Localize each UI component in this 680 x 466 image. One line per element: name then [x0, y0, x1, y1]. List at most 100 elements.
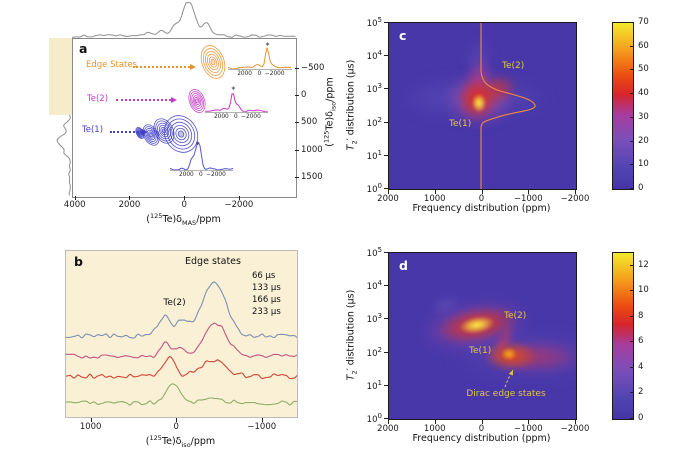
log-tick-base: 10 [366, 118, 378, 129]
heatmap-x-tick: 2000 [377, 194, 399, 204]
panel-b-label: b [74, 254, 83, 269]
xlabel-part: ( [145, 436, 150, 448]
log-tick-base: 10 [366, 85, 378, 96]
xlabel-sub: iso [181, 441, 191, 450]
axis-tick-mark [384, 252, 388, 253]
peak-marker: ∗ [195, 140, 201, 147]
heatmap-x-tick: 2000 [377, 424, 399, 434]
axis-tick-mark [384, 154, 388, 156]
colorbar-tick-label: 30 [638, 111, 649, 122]
axis-tick-mark [384, 318, 388, 320]
panel-c-label: c [399, 28, 407, 43]
colorbar-tick-label: 4 [638, 361, 644, 372]
inset-tick-label: 0 [257, 71, 262, 77]
panel-a-x-tick: 2000 [118, 200, 141, 210]
panel-c-x-axis-label: Frequency distribution (ppm) [412, 203, 551, 214]
log-tick-base: 10 [366, 381, 378, 392]
heatmap-x-tick: −2000 [560, 194, 590, 204]
colorbar-tick-mark [630, 315, 634, 317]
log-tick-base: 10 [366, 248, 378, 259]
panel-b-x-tick: −1000 [247, 422, 277, 432]
panel-a-peak-label: Edge States [86, 60, 138, 70]
panel-a-contours [135, 45, 226, 153]
log-tick-base: 10 [366, 184, 378, 195]
colorbar-tick-label: 70 [638, 17, 649, 27]
log-tick-exp: 5 [377, 245, 382, 255]
panel-a-inset-spectrum: ∗ 2000 0 −2000 [204, 85, 269, 123]
colorbar-tick-mark [630, 22, 634, 23]
axis-tick-mark [528, 420, 530, 424]
axis-tick-mark [388, 190, 389, 194]
axis-tick-mark [575, 420, 576, 424]
panel-a-y-tick: 1000 [301, 144, 323, 155]
heatmap-y-tick: 100 [367, 181, 382, 195]
inset-tick-label: −2000 [241, 114, 261, 120]
heatmap-y-tick: 105 [367, 15, 382, 29]
axis-tick-mark [384, 22, 388, 23]
axis-tick-mark [295, 67, 299, 69]
xlabel-sup: 125 [149, 434, 162, 442]
axis-tick-mark [481, 190, 483, 194]
panel-d-te2-annotation: Te(2) [504, 311, 527, 321]
ylabel-sub: iso [329, 101, 338, 111]
heatmap-x-tick: 1000 [423, 194, 446, 204]
panel-c-te1-annotation: Te(1) [449, 119, 472, 129]
colorbar-tick-label: 60 [638, 40, 649, 51]
colorbar-tick-label: 12 [638, 259, 649, 270]
axis-tick-mark [384, 285, 388, 287]
colorbar-tick-mark [630, 164, 634, 166]
peak-marker: ∗ [230, 85, 236, 92]
panel-a-label: a [79, 41, 88, 56]
arrowhead-icon [190, 64, 196, 70]
panel-a-peak-label: Te(2) [87, 94, 109, 104]
colorbar-tick-label: 20 [638, 135, 649, 146]
panel-a-x-tick: 4000 [63, 200, 86, 210]
inset-tick-label: 2000 [237, 71, 253, 77]
log-tick-base: 10 [366, 414, 378, 425]
xlabel-part: /ppm [196, 214, 221, 226]
panel-a-y-tick: 0 [301, 90, 307, 101]
panel-d-heatmap: d Te(2) Te(1) Dirac edge states [388, 252, 577, 420]
spectrum-curve [204, 93, 269, 113]
colorbar-tick-mark [630, 264, 634, 266]
panel-b-legend-item: 133 μs [252, 283, 281, 293]
colorbar-tick-label: 8 [638, 310, 644, 321]
axis-tick-mark [238, 196, 240, 200]
inset-tick-label: −2000 [206, 172, 226, 178]
log-tick-base: 10 [366, 282, 378, 293]
arrowhead-icon [171, 97, 177, 103]
inset-tick-label: 0 [234, 114, 238, 120]
colorbar-tick-mark [630, 188, 634, 189]
log-tick-exp: 0 [377, 411, 382, 421]
ylabel-part: ( [324, 142, 336, 147]
heatmap-y-tick: 103 [367, 81, 382, 95]
colorbar-tick-label: 10 [638, 285, 649, 296]
colorbar-tick-label: 2 [638, 387, 644, 398]
log-tick-exp: 5 [377, 15, 382, 25]
heatmap-x-tick: −1000 [513, 194, 543, 204]
panel-a-highlight-box [49, 38, 73, 115]
axis-tick-mark [384, 384, 388, 386]
panel-b-x-tick: 1000 [79, 422, 102, 432]
panel-c-heatmap: c Te(2) Te(1) [388, 22, 577, 190]
log-tick-exp: 1 [377, 147, 382, 157]
ylabel-italic: T [345, 144, 357, 151]
log-tick-exp: 2 [377, 344, 382, 354]
axis-tick-mark [384, 188, 388, 189]
log-tick-exp: 3 [377, 81, 382, 91]
heatmap-x-tick: 0 [478, 194, 485, 204]
axis-tick-mark [90, 418, 92, 422]
log-tick-exp: 0 [377, 181, 382, 191]
panel-a-inset-spectrum: ∗ 2000 0 −2000 [169, 140, 234, 181]
log-tick-exp: 4 [377, 278, 382, 288]
axis-tick-mark [295, 122, 299, 124]
heatmap-y-tick: 104 [367, 48, 382, 62]
ylabel-part: Te)δ [324, 110, 336, 131]
log-tick-exp: 3 [377, 311, 382, 321]
panel-a-x-axis-label: (125Te)δMAS/ppm [72, 212, 295, 227]
axis-tick-mark [384, 88, 388, 90]
ylabel-part: /ppm [324, 77, 336, 102]
panel-b-x-tick: 0 [173, 422, 179, 432]
axis-tick-mark [384, 55, 388, 57]
log-tick-exp: 1 [377, 377, 382, 387]
